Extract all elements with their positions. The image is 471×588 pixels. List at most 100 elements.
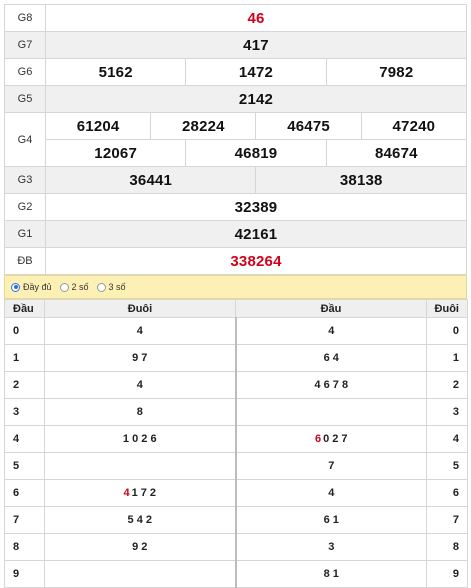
prize-row-g3: G3 36441 38138 xyxy=(4,166,467,194)
prize-value: 12067 xyxy=(44,139,187,167)
option-label: Đầy đủ xyxy=(23,282,52,292)
digits-text: 4 xyxy=(328,487,335,499)
loto-row: 3 8 3 xyxy=(4,398,468,426)
digits-text: 0 2 7 xyxy=(323,433,348,445)
radio-icon[interactable] xyxy=(96,282,106,292)
loto-row: 9 8 1 9 xyxy=(4,560,468,588)
loto-tail-digit: 6 xyxy=(426,479,468,507)
loto-heads: 7 xyxy=(235,452,427,480)
digits-text: 4 xyxy=(136,325,143,337)
prize-value: 417 xyxy=(45,31,467,59)
prize-value: 46 xyxy=(45,4,467,32)
loto-tails: 9 7 xyxy=(44,344,237,372)
prize-value: 32389 xyxy=(45,193,467,221)
prize-value: 28224 xyxy=(150,112,257,140)
digits-text: 7 xyxy=(328,460,335,472)
digits-text: 8 1 xyxy=(323,568,339,580)
special-digit: 4 xyxy=(123,487,130,499)
digits-text: 9 7 xyxy=(132,352,148,364)
header-dau-right: Đầu xyxy=(235,299,427,318)
loto-tails xyxy=(44,452,237,480)
prize-value: 61204 xyxy=(44,112,152,140)
loto-head-digit: 8 xyxy=(4,533,45,561)
option-two-digits[interactable]: 2 số xyxy=(59,282,89,292)
loto-tail-digit: 3 xyxy=(426,398,468,426)
prize-row-g8: G8 46 xyxy=(4,4,467,32)
header-duoi: Đuôi xyxy=(44,299,236,318)
loto-head-digit: 4 xyxy=(4,425,45,453)
loto-tail-digit: 7 xyxy=(426,506,468,534)
loto-heads: 8 1 xyxy=(235,560,427,588)
prize-label: ĐB xyxy=(4,247,46,275)
digits-text: 6 1 xyxy=(323,514,339,526)
prize-row-db: ĐB 338264 xyxy=(4,247,467,275)
prize-label: G2 xyxy=(4,193,46,221)
prize-value: 1472 xyxy=(185,58,327,86)
loto-head-digit: 6 xyxy=(4,479,45,507)
loto-heads: 4 xyxy=(235,479,427,507)
loto-tail-digit: 4 xyxy=(426,425,468,453)
loto-head-digit: 3 xyxy=(4,398,45,426)
loto-head-digit: 1 xyxy=(4,344,45,372)
loto-tail-digit: 0 xyxy=(426,317,468,345)
radio-selected-icon[interactable] xyxy=(11,282,20,292)
loto-head-digit: 0 xyxy=(4,317,45,345)
lottery-result-panel: G8 46 G7 417 G6 5162 1472 7982 G5 2142 G… xyxy=(4,4,468,588)
loto-head-digit: 7 xyxy=(4,506,45,534)
prize-row-g6: G6 5162 1472 7982 xyxy=(4,58,468,86)
prize-row-g4-b: 12067 46819 84674 xyxy=(5,139,468,167)
prize-label: G4 xyxy=(4,112,46,167)
digits-text: 1 0 2 6 xyxy=(122,433,157,445)
digits-text: 5 4 2 xyxy=(127,514,152,526)
display-options-bar: Đầy đủ 2 số 3 số xyxy=(4,275,467,299)
loto-tails: 1 0 2 6 xyxy=(44,425,237,453)
prize-value: 2142 xyxy=(45,85,467,113)
digits-text: 1 7 2 xyxy=(131,487,157,499)
loto-tail-digit: 9 xyxy=(426,560,468,588)
loto-heads: 4 xyxy=(235,317,427,345)
loto-tail-digit: 2 xyxy=(426,371,468,399)
loto-header-row: Đầu Đuôi Đầu Đuôi xyxy=(4,299,468,318)
digits-text: 6 4 xyxy=(323,352,339,364)
loto-tails: 4 xyxy=(44,371,237,399)
digits-text: 4 6 7 8 xyxy=(314,379,349,391)
option-three-digits[interactable]: 3 số xyxy=(96,282,126,292)
digits-text: 9 2 xyxy=(132,541,148,553)
special-prize-value: 338264 xyxy=(45,247,467,275)
prize-value: 46819 xyxy=(185,139,327,167)
prize-label: G8 xyxy=(4,4,46,32)
prize-row-g2: G2 32389 xyxy=(4,193,467,221)
digits-text: 4 xyxy=(328,325,335,337)
digits-text: 3 xyxy=(328,541,335,553)
prize-value: 42161 xyxy=(45,220,467,248)
loto-tails: 5 4 2 xyxy=(44,506,237,534)
loto-row: 8 9 2 3 8 xyxy=(4,533,468,561)
loto-heads: 6 1 xyxy=(235,506,427,534)
loto-tails: 9 2 xyxy=(44,533,237,561)
loto-row: 0 4 4 0 xyxy=(4,317,468,345)
loto-heads: 3 xyxy=(235,533,427,561)
radio-icon[interactable] xyxy=(59,282,69,292)
header-dau: Đầu xyxy=(4,299,45,318)
loto-head-digit: 5 xyxy=(4,452,45,480)
loto-row: 5 7 5 xyxy=(4,452,468,480)
loto-tails: 8 xyxy=(44,398,237,426)
option-label: 3 số xyxy=(108,282,126,292)
loto-tails xyxy=(44,560,237,588)
loto-row: 1 9 7 6 4 1 xyxy=(4,344,468,372)
option-full[interactable]: Đầy đủ xyxy=(11,282,52,292)
loto-tail-digit: 8 xyxy=(426,533,468,561)
prize-label: G1 xyxy=(4,220,46,248)
loto-row: 7 5 4 2 6 1 7 xyxy=(4,506,468,534)
loto-row: 2 4 4 6 7 8 2 xyxy=(4,371,468,399)
digits-text: 8 xyxy=(136,406,143,418)
loto-tail-digit: 1 xyxy=(426,344,468,372)
prize-value: 5162 xyxy=(44,58,187,86)
prize-label: G5 xyxy=(4,85,46,113)
prize-label: G3 xyxy=(4,166,46,194)
prize-value: 36441 xyxy=(44,166,257,194)
prize-row-g7: G7 417 xyxy=(4,31,467,59)
prize-value: 7982 xyxy=(325,58,468,86)
loto-heads xyxy=(235,398,427,426)
